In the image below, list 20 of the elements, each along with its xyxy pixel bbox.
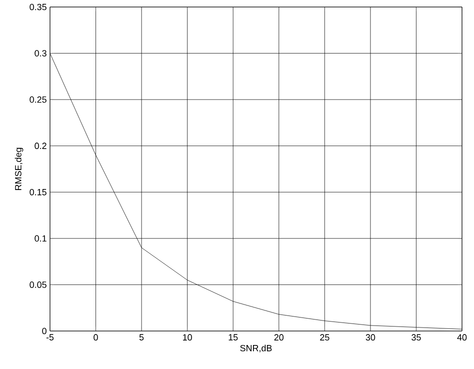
x-tick-label: 30	[366, 334, 376, 341]
y-tick-label: 0	[42, 328, 46, 334]
y-tick-label: 0.15	[30, 188, 46, 196]
y-axis-title: RMSE,deg	[14, 148, 24, 190]
y-tick-label: 0.3	[34, 50, 46, 56]
x-tick-label: 10	[183, 334, 192, 341]
x-axis-title: SNR,dB	[240, 344, 272, 352]
y-tick-label: 0.35	[30, 4, 46, 10]
x-tick-label: 20	[274, 334, 284, 341]
x-tick-label: 15	[228, 334, 238, 340]
y-tick-label: 0.1	[34, 235, 46, 242]
x-tick-label: -5	[46, 334, 54, 340]
x-tick-label: 0	[94, 334, 98, 341]
x-tick-label: 25	[320, 334, 330, 341]
x-tick-label: 40	[457, 334, 467, 341]
y-tick-label: 0.05	[30, 282, 46, 288]
x-tick-label: 35	[412, 334, 421, 341]
y-tick-label: 0.25	[30, 96, 46, 103]
x-tick-label: 5	[139, 334, 144, 340]
y-tick-label: 0.2	[34, 142, 46, 150]
